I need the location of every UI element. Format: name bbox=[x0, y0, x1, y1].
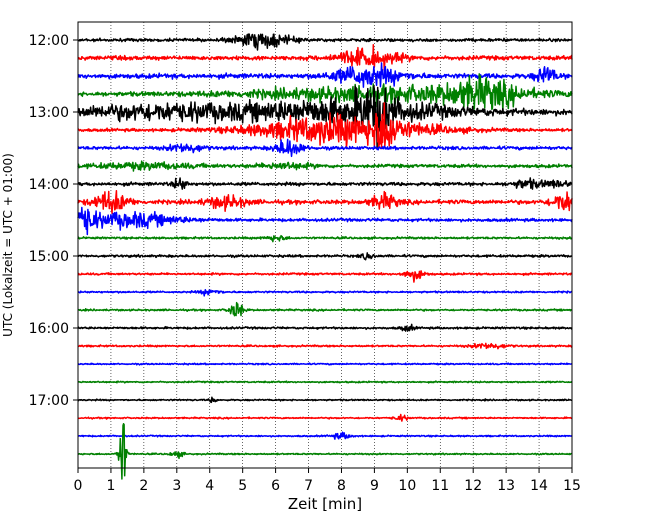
x-tick-label-9: 9 bbox=[370, 478, 379, 494]
trace-1200 bbox=[77, 33, 573, 51]
x-tick-label-8: 8 bbox=[337, 478, 346, 494]
trace-1745 bbox=[77, 422, 573, 480]
x-tick-label-10: 10 bbox=[398, 478, 416, 494]
trace-1400 bbox=[77, 177, 573, 190]
trace-1645 bbox=[77, 380, 573, 384]
trace-1530 bbox=[77, 289, 573, 297]
x-tick-label-2: 2 bbox=[139, 478, 148, 494]
trace-1700 bbox=[77, 396, 573, 404]
y-tick-label-3: 15:00 bbox=[29, 249, 69, 265]
y-tick-label-2: 14:00 bbox=[29, 177, 69, 193]
x-axis-title: Zeit [min] bbox=[288, 495, 362, 513]
x-tick-label-12: 12 bbox=[464, 478, 482, 494]
x-axis-ticks: 0 1 2 3 4 5 6 7 8 9 10 11 12 13 14 15 bbox=[74, 468, 581, 494]
x-tick-label-11: 11 bbox=[431, 478, 449, 494]
trace-1715 bbox=[77, 413, 573, 422]
trace-1345 bbox=[77, 160, 573, 172]
y-tick-label-1: 13:00 bbox=[29, 105, 69, 121]
trace-1445 bbox=[77, 234, 573, 243]
trace-1600 bbox=[77, 323, 573, 332]
seismic-traces bbox=[77, 33, 573, 480]
x-tick-label-6: 6 bbox=[271, 478, 280, 494]
x-tick-label-1: 1 bbox=[106, 478, 115, 494]
trace-1630 bbox=[77, 362, 573, 366]
trace-1615 bbox=[77, 342, 573, 350]
x-tick-label-5: 5 bbox=[238, 478, 247, 494]
x-tick-label-14: 14 bbox=[530, 478, 548, 494]
trace-1515 bbox=[77, 270, 573, 283]
y-tick-label-4: 16:00 bbox=[29, 321, 69, 337]
trace-1230 bbox=[77, 62, 573, 88]
x-tick-label-15: 15 bbox=[563, 478, 581, 494]
trace-1330 bbox=[77, 138, 573, 158]
trace-1315 bbox=[77, 102, 573, 150]
trace-1300 bbox=[77, 85, 573, 149]
y-axis-title: UTC (Lokalzeit = UTC + 01:00) bbox=[1, 153, 15, 337]
trace-1245 bbox=[77, 73, 573, 113]
y-tick-label-0: 12:00 bbox=[29, 33, 69, 49]
x-tick-label-13: 13 bbox=[497, 478, 515, 494]
trace-1415 bbox=[77, 189, 573, 215]
trace-1430 bbox=[77, 206, 573, 236]
trace-1215 bbox=[77, 44, 573, 71]
x-tick-label-4: 4 bbox=[205, 478, 214, 494]
x-tick-label-0: 0 bbox=[74, 478, 83, 494]
trace-1545 bbox=[77, 301, 573, 317]
x-tick-label-3: 3 bbox=[172, 478, 181, 494]
trace-1730 bbox=[77, 431, 573, 440]
y-axis-ticks: 12:00 13:00 14:00 15:00 16:00 17:00 bbox=[29, 33, 78, 409]
trace-1500 bbox=[77, 252, 573, 261]
x-tick-label-7: 7 bbox=[304, 478, 313, 494]
y-tick-label-5: 17:00 bbox=[29, 393, 69, 409]
plot-area-frame bbox=[77, 21, 573, 469]
